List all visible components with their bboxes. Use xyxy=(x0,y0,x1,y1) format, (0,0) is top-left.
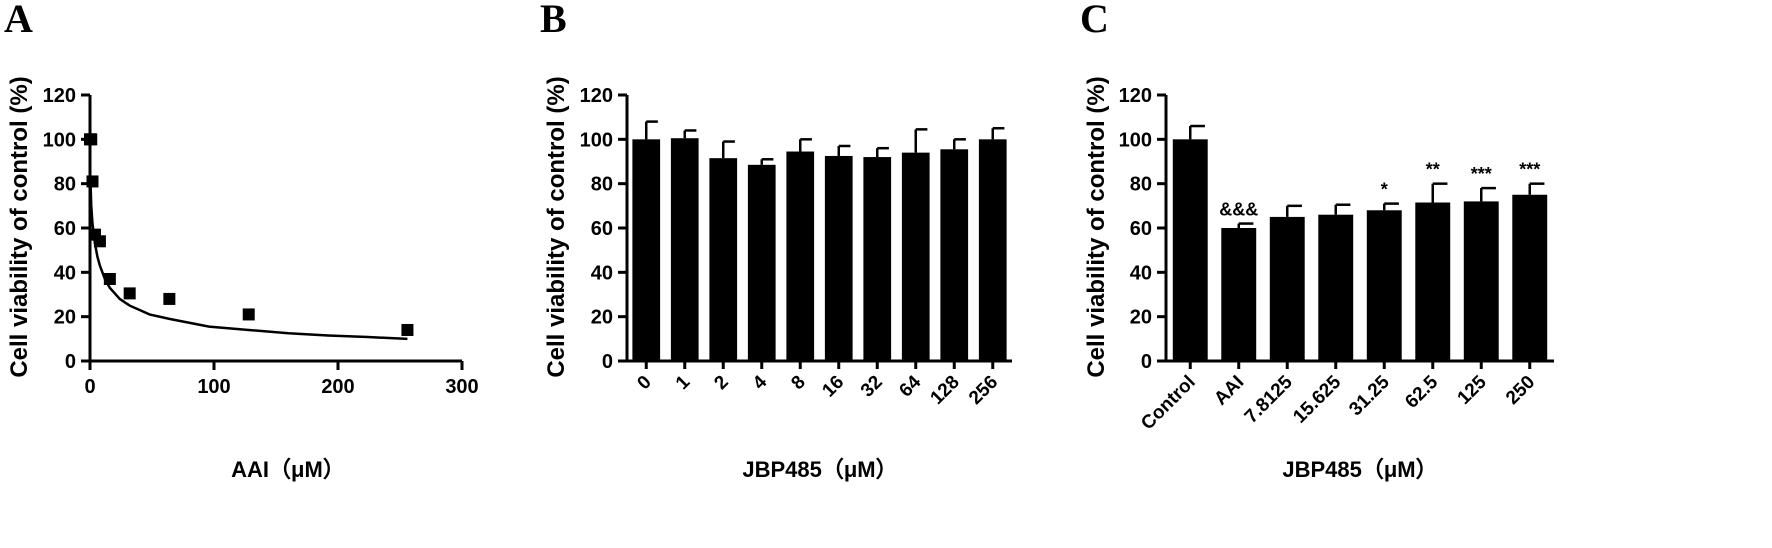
panel-b-bar xyxy=(786,151,815,361)
panel-b-x-axis-label: JBP485（μM） xyxy=(742,457,897,482)
panel-b-y-tick-label: 0 xyxy=(602,351,613,373)
panel-c-x-tick-label: Control xyxy=(1137,372,1200,435)
panel-a-y-tick-label: 0 xyxy=(65,351,76,373)
panel-b-y-tick-label: 20 xyxy=(591,307,613,329)
panel-c-significance-label: *** xyxy=(1471,164,1492,184)
panel-a-data-point xyxy=(163,292,176,305)
panel-a-x-axis-label: AAI（μM） xyxy=(231,457,345,482)
panel-c-y-tick-label: 60 xyxy=(1130,218,1152,240)
panel-c-x-tick-label: 31.25 xyxy=(1345,371,1394,420)
chart-panel-a: A 0 20 40 60 80 100 120 0 100 200 300 AAI（μM） Cell… xyxy=(4,0,479,482)
panel-c-bar xyxy=(1415,202,1451,361)
panel-c-bar xyxy=(1172,139,1208,361)
panel-a-y-tick-label: 60 xyxy=(54,218,76,240)
panel-c-x-tick-label: 250 xyxy=(1502,372,1539,409)
panel-c-significance-label: * xyxy=(1381,180,1388,200)
panel-a-x-tick-label: 300 xyxy=(445,376,478,398)
panel-b-x-tick-label: 8 xyxy=(787,372,809,394)
panel-b-x-tick-label: 128 xyxy=(927,372,964,409)
panel-b-bar xyxy=(940,149,969,361)
panel-c-y-tick-label: 120 xyxy=(1119,85,1152,107)
panel-c-x-tick-label: 125 xyxy=(1454,371,1492,409)
panel-a-x-tick-label: 200 xyxy=(321,376,354,398)
panel-c-y-tick-label: 80 xyxy=(1130,174,1152,196)
panel-b-y-tick-label: 60 xyxy=(591,218,613,240)
panel-a-data-point xyxy=(103,272,116,285)
panel-b-bar xyxy=(632,139,661,361)
panel-c-bar xyxy=(1221,228,1257,361)
panel-a-data-point xyxy=(85,133,98,146)
panel-b-bar xyxy=(901,152,930,361)
panel-a-y-axis-label: Cell viability of control (%) xyxy=(6,76,33,377)
panel-b-bar xyxy=(747,164,776,361)
panel-c-x-tick-label: 62.5 xyxy=(1401,371,1442,412)
panel-c-significance-label: *** xyxy=(1519,160,1540,180)
panel-c-bar xyxy=(1269,216,1305,361)
panel-c-y-tick-label: 20 xyxy=(1130,307,1152,329)
panel-b-x-tick-label: 32 xyxy=(857,372,887,402)
panel-b-bar xyxy=(863,157,892,361)
panel-c-y-tick-label: 40 xyxy=(1130,262,1152,284)
panel-b-x-tick-label: 0 xyxy=(633,372,655,394)
panel-a-data-point xyxy=(242,308,255,321)
panel-c-bar xyxy=(1512,194,1548,361)
panel-b-x-tick-label: 2 xyxy=(710,372,732,394)
panel-c-x-tick-label: AAI xyxy=(1210,372,1248,410)
panel-b-x-tick-label: 4 xyxy=(749,371,772,394)
panel-c-bar xyxy=(1318,214,1354,361)
panel-c-plot: 0 20 40 60 80 100 120 Control AAI &&& 7.812515.625… xyxy=(1119,85,1554,434)
panel-b-x-tick-label: 1 xyxy=(672,371,695,394)
panel-a-x-tick-label: 0 xyxy=(84,376,95,398)
panel-b-y-tick-label: 120 xyxy=(580,85,613,107)
panel-label-a: A xyxy=(4,0,33,41)
panel-c-bar xyxy=(1463,201,1499,361)
panel-a-y-tick-label: 20 xyxy=(54,307,76,329)
panel-b-y-tick-label: 100 xyxy=(580,129,613,151)
panel-a-y-tick-label: 120 xyxy=(43,85,76,107)
panel-b-x-tick-label: 256 xyxy=(965,372,1002,409)
panel-b-y-tick-label: 80 xyxy=(591,174,613,196)
panel-a-x-tick-label: 100 xyxy=(197,376,230,398)
panel-c-y-tick-label: 100 xyxy=(1119,129,1152,151)
panel-a-y-tick-label: 100 xyxy=(43,129,76,151)
panel-b-y-tick-label: 40 xyxy=(591,262,613,284)
panel-label-c: C xyxy=(1080,0,1109,41)
panel-b-y-axis-label: Cell viability of control (%) xyxy=(543,76,570,377)
panel-a-y-tick-label: 40 xyxy=(54,262,76,284)
panel-b-bar xyxy=(978,139,1007,361)
panel-a-data-point xyxy=(123,287,136,300)
panel-a-data-point xyxy=(93,235,106,248)
panel-c-x-tick-label: 15.625 xyxy=(1289,371,1345,427)
panel-a-plot: 0 20 40 60 80 100 120 0 100 200 300 xyxy=(43,85,479,398)
panel-b-x-tick-label: 64 xyxy=(895,371,925,401)
panel-c-significance-label: ** xyxy=(1426,160,1440,180)
panel-label-b: B xyxy=(540,0,567,41)
panel-c-x-tick-label: 7.8125 xyxy=(1241,371,1297,427)
panel-b-x-tick-label: 16 xyxy=(818,372,848,402)
panel-c-y-axis-label: Cell viability of control (%) xyxy=(1083,76,1110,377)
panel-b-bar xyxy=(824,155,853,361)
panel-c-x-axis-label: JBP485（μM） xyxy=(1282,457,1437,482)
panel-a-data-point xyxy=(86,175,99,188)
panel-c-bar xyxy=(1366,210,1402,361)
panel-b-bar xyxy=(670,138,699,361)
panel-c-y-tick-label: 0 xyxy=(1141,351,1152,373)
panel-b-bar xyxy=(709,158,738,361)
chart-panel-c: C 0 20 40 60 80 100 120 Control AAI &&& 7.812515.6… xyxy=(1080,0,1554,482)
panel-a-data-point xyxy=(401,323,414,336)
panel-a-y-tick-label: 80 xyxy=(54,174,76,196)
panel-c-significance-label: &&& xyxy=(1219,200,1258,220)
